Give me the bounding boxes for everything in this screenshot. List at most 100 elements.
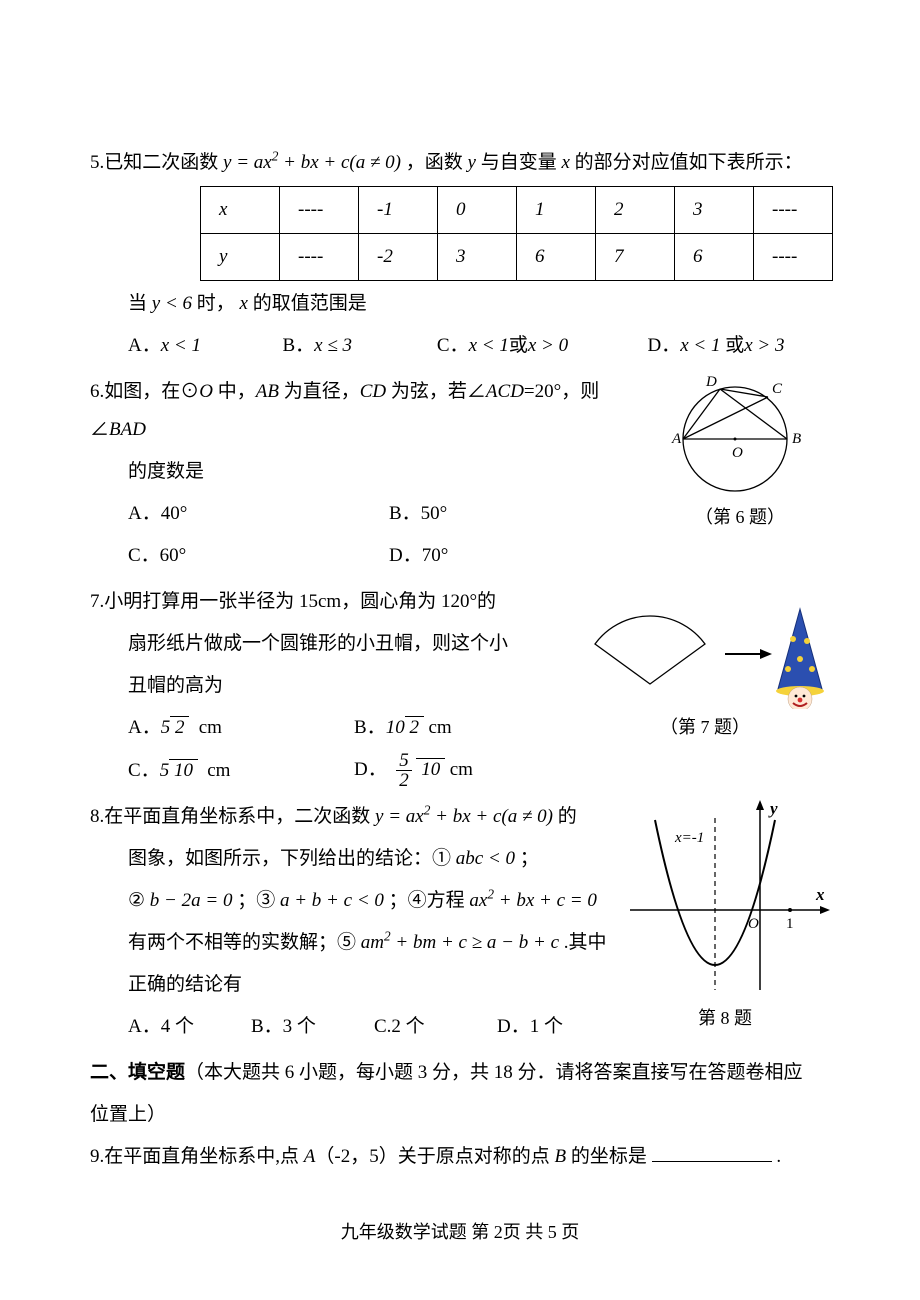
- q8-line1-a: 8.在平面直角坐标系中，二次函数: [90, 806, 370, 827]
- q5-stem-d: 的部分对应值如下表所示：: [575, 152, 803, 173]
- q5-opt-a: A．x < 1: [128, 327, 282, 365]
- q7-caption: （第 7 题）: [580, 709, 830, 745]
- q8-line5: 正确的结论有: [90, 966, 620, 1004]
- q8-line1-b: 的: [558, 806, 577, 827]
- q5-stem-b: ，函数: [406, 152, 463, 173]
- table-cell: ----: [280, 187, 359, 234]
- q6-label-o: O: [732, 445, 743, 461]
- q7-line1: 7.小明打算用一张半径为 15cm，圆心角为 120°的: [90, 583, 580, 621]
- section2-title-b: 位置上）: [90, 1096, 830, 1134]
- q5-options: A．x < 1 B．x ≤ 3 C．x < 1或x > 0 D．x < 1 或x…: [90, 327, 830, 365]
- q8-origin: O: [748, 916, 759, 932]
- q5-cond-a: 当: [128, 293, 147, 314]
- q7-d-den: 2: [396, 771, 412, 790]
- table-cell: y: [201, 234, 280, 281]
- q9-stem: 9.在平面直角坐标系中,点 A（-2，5）关于原点对称的点 B 的坐标是 .: [90, 1138, 830, 1176]
- q8-line2-a: 图象，如图所示，下列给出的结论：①: [128, 848, 451, 869]
- q5-opt-c: C．x < 1或x > 0: [437, 327, 648, 365]
- section2-title: 二、填空题（本大题共 6 小题，每小题 3 分，共 18 分．请将答案直接写在答…: [90, 1054, 830, 1092]
- q7-d-num: 5: [396, 751, 412, 771]
- table-cell: 2: [596, 187, 675, 234]
- table-cell: ----: [754, 187, 833, 234]
- q7-opt-d: D． 52 10 cm: [354, 751, 580, 790]
- page-footer: 九年级数学试题 第 2页 共 5 页: [0, 1214, 920, 1250]
- q8-tick-1: 1: [786, 916, 794, 932]
- q8-line3-f1: b − 2a = 0: [150, 890, 233, 911]
- q5-var-x: x: [561, 152, 569, 173]
- table-cell: -1: [359, 187, 438, 234]
- q6-opt-c: C．60°: [128, 537, 389, 575]
- q6-opt-b: B．50°: [389, 495, 650, 533]
- q8-line2-b: ；: [520, 848, 539, 869]
- q6-label-a: A: [671, 431, 682, 447]
- q8-line1: 8.在平面直角坐标系中，二次函数 y = ax2 + bx + c(a ≠ 0)…: [90, 798, 620, 836]
- section2-bold: 二、填空题: [90, 1062, 185, 1083]
- q7-block: 7.小明打算用一张半径为 15cm，圆心角为 120°的 扇形纸片做成一个圆锥形…: [90, 579, 830, 794]
- q8-opt-d: D．1 个: [497, 1008, 620, 1046]
- q6-label-b: B: [792, 431, 801, 447]
- q5-cond-b: 时，: [197, 293, 235, 314]
- q9-stem-a: 9.在平面直角坐标系中,点 A（-2，5）关于原点对称的点 B 的坐标是: [90, 1146, 647, 1167]
- q6-options-row2: C．60° D．70°: [90, 537, 650, 575]
- q7-figure: [580, 599, 830, 709]
- q6-opt-a: A．40°: [128, 495, 389, 533]
- q5-stem-a: 5.已知二次函数: [90, 152, 218, 173]
- q8-line4-f: am2 + bm + c ≥ a − b + c: [361, 932, 559, 953]
- q8-line3-b: ；③: [237, 890, 275, 911]
- table-cell: 6: [675, 234, 754, 281]
- table-cell: ----: [280, 234, 359, 281]
- q8-line1-f: y = ax2 + bx + c(a ≠ 0): [375, 806, 553, 827]
- q8-opt-a: A．4 个: [128, 1008, 251, 1046]
- q5-table: x ---- -1 0 1 2 3 ---- y ---- -2 3 6 7 6…: [200, 186, 833, 281]
- q5-opt-d: D．x < 1 或x > 3: [647, 327, 830, 365]
- q6-stem: 6.如图，在⊙O 中，AB 为直径，CD 为弦，若∠ACD=20°，则∠BAD: [90, 373, 650, 449]
- q8-axis-x: x: [815, 885, 825, 904]
- table-cell: 3: [675, 187, 754, 234]
- q8-axis-y: y: [768, 800, 778, 818]
- q8-line2-f: abc < 0: [456, 848, 515, 869]
- q5-stem-c: 与自变量: [481, 152, 557, 173]
- q6-label-c: C: [772, 381, 783, 397]
- q8-line4-b: .其中: [564, 932, 607, 953]
- table-cell: x: [201, 187, 280, 234]
- q6-opt-d: D．70°: [389, 537, 650, 575]
- q9-stem-b: .: [776, 1146, 781, 1167]
- q8-line4-a: 有两个不相等的实数解；⑤: [128, 932, 356, 953]
- q7-options-row1: A．5 2 cm B．10 2 cm: [90, 709, 580, 747]
- table-cell: -2: [359, 234, 438, 281]
- q7-line2: 扇形纸片做成一个圆锥形的小丑帽，则这个小: [90, 625, 580, 663]
- q5-condition: 当 y < 6 时， x 的取值范围是: [90, 285, 830, 323]
- q6-label-d: D: [705, 374, 717, 390]
- table-cell: 3: [438, 234, 517, 281]
- table-cell: 6: [517, 234, 596, 281]
- q8-block: 8.在平面直角坐标系中，二次函数 y = ax2 + bx + c(a ≠ 0)…: [90, 794, 830, 1050]
- q9-blank: [652, 1144, 772, 1162]
- q5-var-x2: x: [240, 293, 248, 314]
- q8-figure: 1 O x y x=-1: [620, 800, 830, 1000]
- q6-stem2: 的度数是: [90, 453, 650, 491]
- table-cell: 7: [596, 234, 675, 281]
- table-cell: 0: [438, 187, 517, 234]
- table-cell: 1: [517, 187, 596, 234]
- table-row: x ---- -1 0 1 2 3 ----: [201, 187, 833, 234]
- q8-line2: 图象，如图所示，下列给出的结论：① abc < 0 ；: [90, 840, 620, 878]
- exam-page: 5.已知二次函数 y = ax2 + bx + c(a ≠ 0) ，函数 y 与…: [0, 0, 920, 1300]
- q8-opt-c: C.2 个: [374, 1008, 497, 1046]
- q8-line3: ② b − 2a = 0 ；③ a + b + c < 0 ；④方程 ax2 +…: [90, 882, 620, 920]
- q8-options: A．4 个 B．3 个 C.2 个 D．1 个: [90, 1008, 620, 1046]
- q8-line3-f2: a + b + c < 0: [280, 890, 384, 911]
- q6-block: 6.如图，在⊙O 中，AB 为直径，CD 为弦，若∠ACD=20°，则∠BAD …: [90, 369, 830, 579]
- q6-figure: A B C D O: [650, 369, 820, 499]
- q8-line3-a: ②: [128, 890, 145, 911]
- table-cell: ----: [754, 234, 833, 281]
- q8-line4: 有两个不相等的实数解；⑤ am2 + bm + c ≥ a − b + c .其…: [90, 924, 620, 962]
- q7-options-row2: C．5 10 cm D． 52 10 cm: [90, 751, 580, 790]
- q7-opt-a: A．5 2 cm: [128, 709, 354, 747]
- q8-opt-b: B．3 个: [251, 1008, 374, 1046]
- q7-opt-b: B．10 2 cm: [354, 709, 580, 747]
- q7-line3: 丑帽的高为: [90, 667, 580, 705]
- q5-var-y: y: [468, 152, 476, 173]
- q8-caption: 第 8 题: [620, 1000, 830, 1036]
- q6-caption: （第 6 题）: [650, 499, 830, 535]
- q7-opt-c: C．5 10 cm: [128, 752, 354, 790]
